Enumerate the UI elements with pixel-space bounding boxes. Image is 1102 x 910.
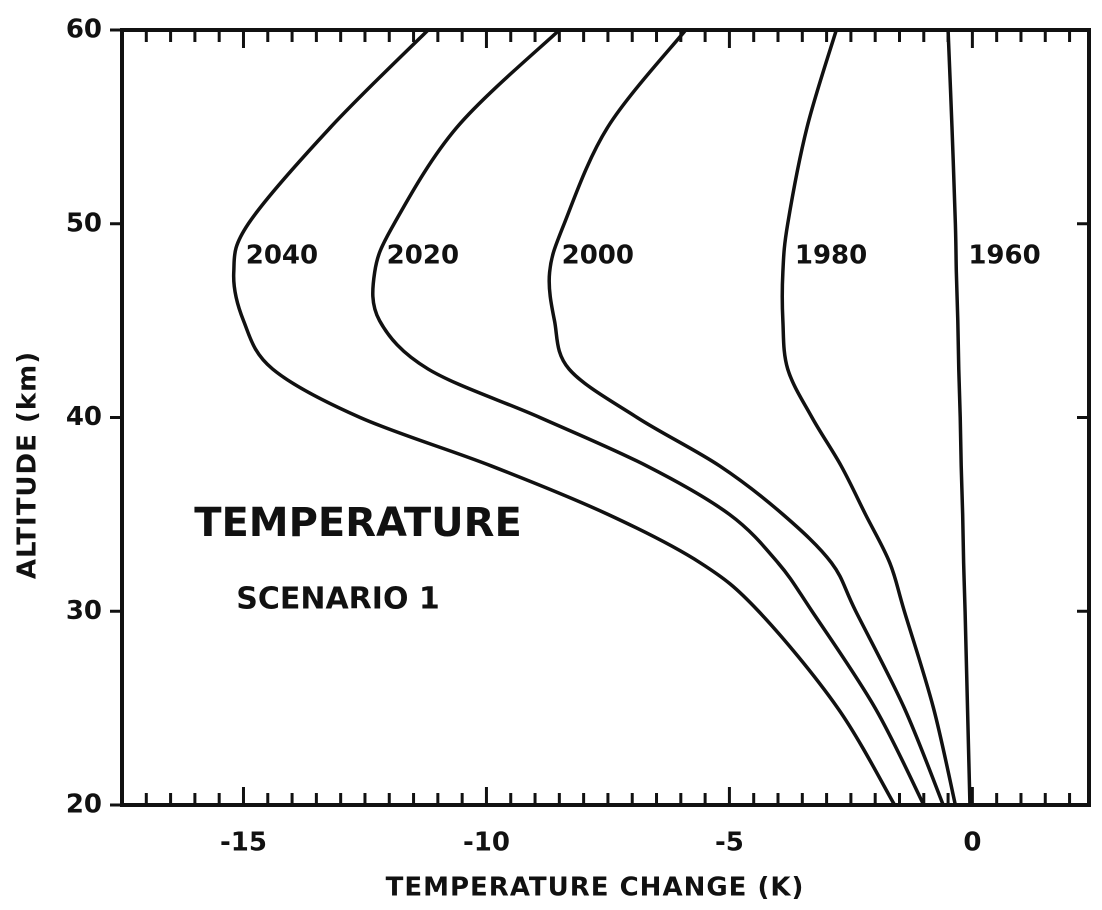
y-tick-label: 60 [66, 15, 102, 45]
y-tick-label: 50 [66, 208, 102, 238]
series-label: 1960 [968, 241, 1040, 271]
series-line [946, 29, 972, 806]
series-label: 2020 [387, 241, 459, 271]
plot-frame [120, 28, 1091, 807]
annotation: SCENARIO 1 [236, 582, 440, 617]
series-line [547, 28, 945, 806]
x-tick-label: -15 [220, 828, 267, 858]
y-tick-label: 30 [66, 596, 102, 626]
series-line [780, 29, 958, 806]
y-tick-label: 20 [66, 790, 102, 820]
y-tick-label: 40 [66, 402, 102, 432]
series-line [231, 28, 897, 806]
y-axis-title: ALTITUDE (km) [13, 351, 43, 579]
series-label: 1980 [795, 241, 867, 271]
x-tick-label: -10 [463, 828, 510, 858]
annotation: TEMPERATURE [194, 500, 522, 546]
x-tick-label: -5 [715, 828, 744, 858]
x-axis-title: TEMPERATURE CHANGE (K) [386, 873, 805, 903]
series-line [371, 28, 926, 806]
series-label: 2040 [246, 241, 318, 271]
x-tick-label: 0 [963, 828, 981, 858]
series-label: 2000 [562, 241, 634, 271]
